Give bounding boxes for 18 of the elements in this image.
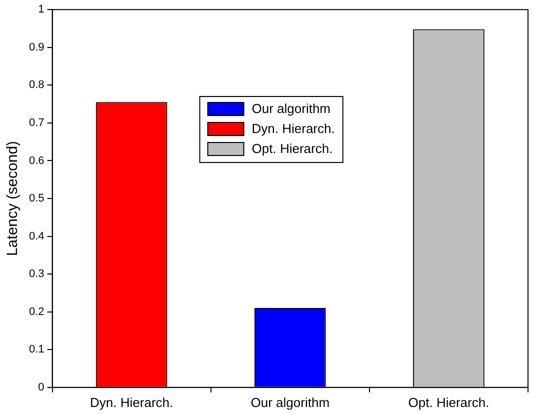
y-tick-label: 0.6 bbox=[28, 154, 44, 167]
y-tick-label: 0.1 bbox=[28, 344, 44, 356]
y-tick-label: 0.8 bbox=[28, 79, 44, 92]
y-tick-label: 1 bbox=[38, 4, 44, 16]
y-axis-title: Latency (second) bbox=[4, 140, 22, 256]
y-tick-label: 0 bbox=[38, 381, 44, 394]
x-tick-label: Dyn. Hierarch. bbox=[90, 394, 174, 410]
legend-label: Opt. Hierarch. bbox=[252, 141, 333, 156]
y-tick-label: 0.9 bbox=[28, 41, 44, 54]
y-tick-label: 0.3 bbox=[28, 268, 44, 280]
x-tick-label: Opt. Hierarch. bbox=[408, 394, 490, 410]
y-tick-label: 0.7 bbox=[28, 116, 44, 129]
y-tick-label: 0.4 bbox=[28, 230, 44, 242]
legend-label: Dyn. Hierarch. bbox=[252, 121, 335, 136]
legend-label: Our algorithm bbox=[252, 101, 331, 116]
x-tick-label: Our algorithm bbox=[250, 394, 330, 410]
y-tick-label: 0.2 bbox=[28, 306, 44, 318]
y-tick-label: 0.5 bbox=[28, 192, 44, 205]
